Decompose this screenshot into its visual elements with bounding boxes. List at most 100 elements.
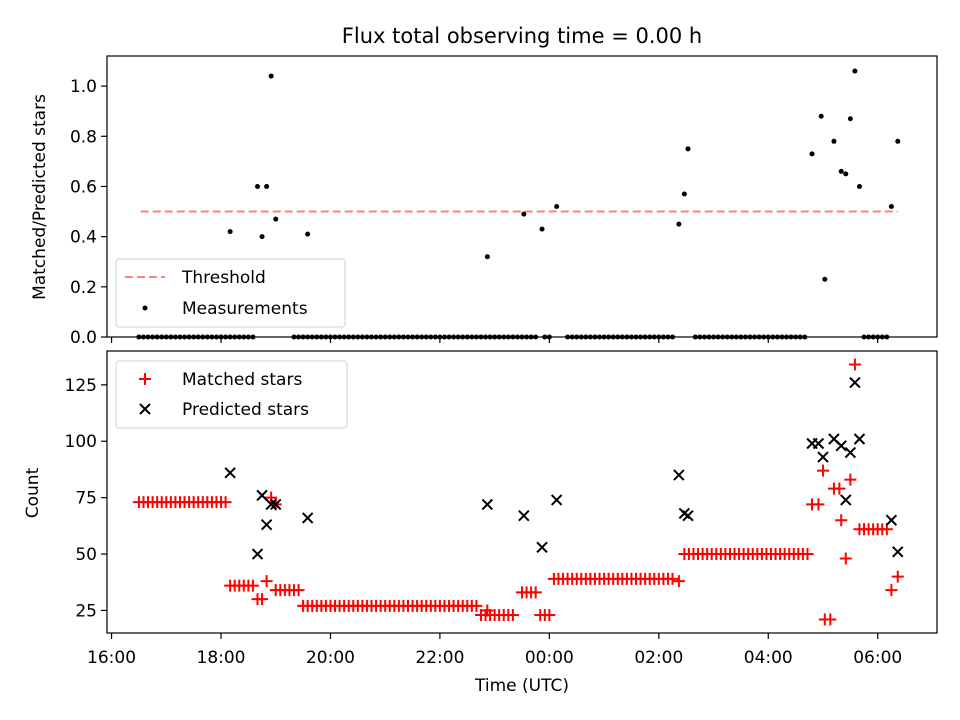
measurement-point <box>895 138 901 144</box>
predicted-star-point <box>673 469 685 481</box>
ratio-legend: Threshold Measurements <box>115 258 346 328</box>
measurement-point <box>852 68 858 74</box>
y-tick-label: 0.8 <box>70 127 97 147</box>
measurement-point <box>847 116 853 122</box>
x-axis-label: Time (UTC) <box>474 676 569 696</box>
measurement-point <box>305 231 311 237</box>
predicted-star-point <box>260 519 273 531</box>
measurement-point <box>822 276 828 282</box>
y-ticks-count: 25 50 75 100 125 <box>65 376 107 621</box>
legend-matched-label: Matched stars <box>182 370 302 390</box>
predicted-star-point <box>849 376 861 389</box>
predicted-star-point <box>892 546 904 558</box>
measurement-point <box>273 216 279 222</box>
predicted-star-point <box>812 437 825 450</box>
matched-star-point <box>848 358 861 371</box>
x-tick-label: 20:00 <box>306 648 355 668</box>
count-legend-box <box>115 360 348 429</box>
matched-star-point <box>812 498 825 511</box>
matched-star-point <box>839 552 852 565</box>
count-plot-frame <box>106 350 938 634</box>
y-tick-label: 100 <box>65 432 97 452</box>
predicted-star-point <box>518 509 530 522</box>
predicted-star-point <box>682 509 694 522</box>
y-tick-label: 125 <box>65 376 97 396</box>
chart-title: Flux total observing time = 0.00 h <box>342 24 702 48</box>
x-tick-label: 18:00 <box>197 648 246 668</box>
matched-star-point <box>529 586 542 599</box>
measurement-point <box>685 146 691 152</box>
measurement-point <box>809 151 815 157</box>
y-tick-label: 25 <box>75 601 97 621</box>
matched-star-point <box>470 599 483 612</box>
predicted-star-point <box>844 446 857 459</box>
predicted-star-point <box>817 451 829 463</box>
measurement-point <box>254 183 260 189</box>
measurement-point <box>521 211 527 217</box>
measurement-point <box>681 191 687 197</box>
measurement-point <box>818 113 824 119</box>
predicted-star-point <box>265 498 277 511</box>
y-tick-label: 50 <box>75 545 97 565</box>
y-tick-label: 1.0 <box>70 77 97 97</box>
measurement-point <box>264 183 270 189</box>
predicted-star-point <box>224 467 236 479</box>
measurement-point <box>227 229 233 235</box>
measurement-point <box>676 221 682 227</box>
matched-star-point <box>672 575 685 588</box>
matched-star-point <box>219 496 232 509</box>
measurement-point <box>843 171 849 177</box>
x-tick-label: 06:00 <box>853 648 902 668</box>
predicted-star-point <box>251 548 264 560</box>
measurement-point <box>554 204 560 210</box>
y-tick-label: 0.6 <box>70 177 97 197</box>
matched-star-point <box>833 482 846 495</box>
matched-star-point <box>265 491 278 504</box>
y-tick-label: 0.4 <box>70 228 97 248</box>
predicted-star-point <box>550 494 563 506</box>
y-axis-label-ratio: Matched/Predicted stars <box>30 94 50 300</box>
x-tick-label: 04:00 <box>744 648 793 668</box>
matched-star-point <box>292 584 305 597</box>
legend-matched-swatch <box>139 373 151 385</box>
y-axis-label-count: Count <box>23 467 43 518</box>
y-ticks-ratio: 0.0 0.2 0.4 0.6 0.8 1.0 <box>70 77 107 348</box>
measurement-point <box>831 138 837 144</box>
measurement-point <box>539 226 545 232</box>
legend-predicted-label: Predicted stars <box>182 400 309 420</box>
legend-measurements-swatch <box>142 305 148 311</box>
matched-star-point <box>816 464 829 477</box>
matched-star-point <box>885 584 898 597</box>
matched-star-point <box>543 608 556 621</box>
matched-star-point <box>260 575 273 588</box>
x-tick-label: 16:00 <box>87 648 136 668</box>
legend-predicted-swatch <box>139 403 151 415</box>
measurement-point <box>838 168 844 174</box>
y-tick-label: 75 <box>75 489 97 509</box>
ratio-legend-box <box>115 258 346 328</box>
matched-star-point <box>835 514 848 527</box>
y-tick-label: 0.2 <box>70 278 97 298</box>
measurement-point <box>259 234 265 240</box>
legend-threshold-label: Threshold <box>181 268 266 288</box>
matched-star-point <box>481 604 494 617</box>
predicted-star-point <box>481 498 494 511</box>
matched-star-point <box>824 613 837 626</box>
ratio-panel: Flux total observing time = 0.00 h Match… <box>30 24 938 348</box>
predicted-star-point <box>853 433 866 445</box>
matched-star-point <box>256 593 269 606</box>
predicted-star-point <box>840 494 852 506</box>
x-tick-label: 00:00 <box>525 648 574 668</box>
matched-star-point <box>666 572 679 585</box>
x-ticks-count: 16:00 18:00 20:00 22:00 00:00 02:00 04:00 06:00 <box>87 633 902 668</box>
count-panel: Count Time (UTC) 25 50 75 100 125 16:00 18:00… <box>23 350 938 696</box>
legend-measurements-label: Measurements <box>182 299 308 319</box>
measurement-point <box>888 204 894 210</box>
ratio-plot-frame <box>106 55 938 338</box>
x-tick-label: 22:00 <box>415 648 464 668</box>
predicted-star-point <box>270 498 282 511</box>
matched-star-point <box>801 548 814 561</box>
y-tick-label: 0.0 <box>70 328 97 348</box>
